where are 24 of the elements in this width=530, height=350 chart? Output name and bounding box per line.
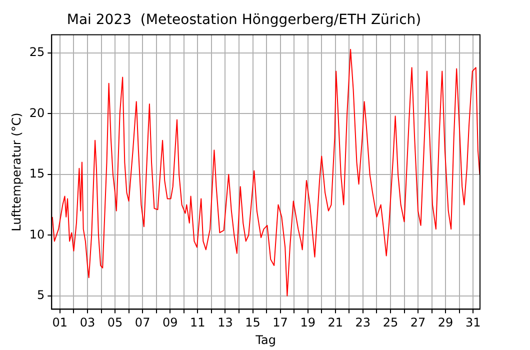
x-tick-label: 27 [410,316,426,330]
x-tick-label: 21 [328,316,344,330]
x-tick-label: 05 [107,316,123,330]
x-axis-title: Tag [254,332,276,347]
x-tick-label: 17 [272,316,288,330]
x-tick-label: 23 [355,316,371,330]
x-tick-label: 13 [218,316,233,330]
x-tick-label: 25 [382,316,398,330]
x-tick-label: 19 [300,316,316,330]
chart-title: Mai 2023 (Meteostation Hönggerberg/ETH Zürich) [66,12,422,28]
x-tick-label: 31 [465,316,481,330]
x-tick-label: 09 [162,316,178,330]
x-tick-label: 29 [438,316,454,330]
y-tick-label: 10 [29,227,45,242]
y-tick-label: 5 [37,288,45,302]
x-tick-label: 15 [245,316,260,330]
x-tick-label: 07 [134,316,150,330]
x-tick-label: 03 [80,316,96,330]
x-tick-label: 01 [52,316,68,330]
y-tick-label: 15 [29,166,45,181]
y-tick-label: 25 [29,45,45,60]
x-tick-label: 11 [190,316,206,330]
y-axis-title: Lufttemperatur (°C) [9,112,24,232]
y-tick-label: 20 [29,106,45,120]
